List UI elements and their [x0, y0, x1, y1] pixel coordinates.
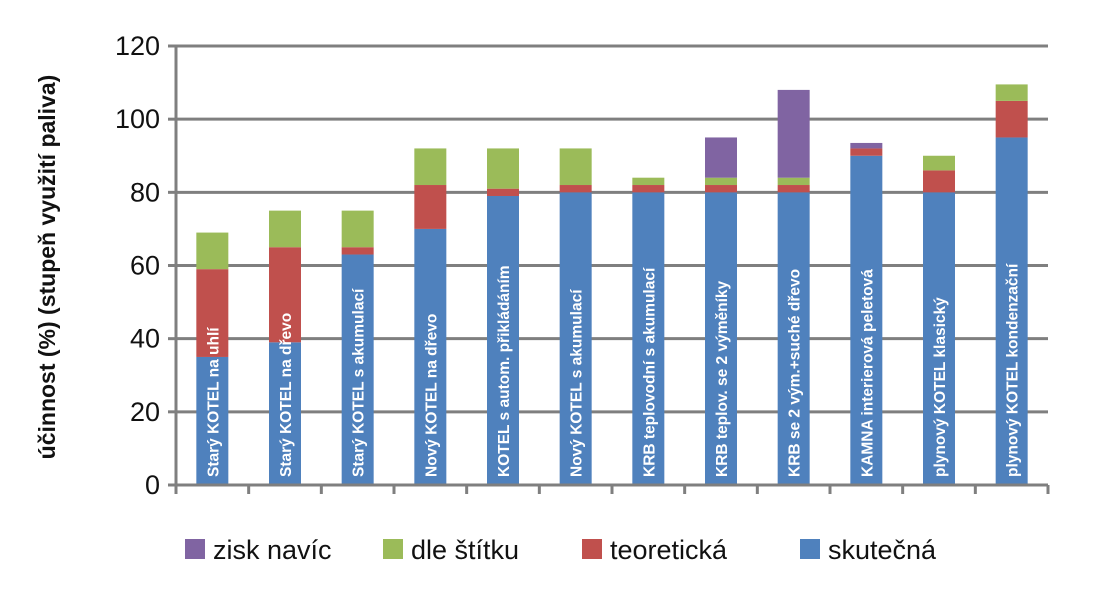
bar-segment — [414, 228, 447, 485]
bar-segment — [705, 192, 737, 486]
bar-segment — [923, 192, 955, 486]
bar-segment — [269, 247, 301, 343]
bar-segment — [414, 148, 447, 186]
category-label: Starý KOTEL na uhlí — [205, 327, 222, 477]
bar-segment — [487, 188, 519, 196]
bar-segment — [487, 148, 519, 189]
bar-segment — [777, 177, 810, 186]
legend-label: dle štítku — [411, 535, 519, 565]
bar-segment — [341, 254, 374, 485]
legend-swatch — [800, 539, 820, 559]
category-label: Starý KOTEL s akumulací — [351, 288, 368, 477]
category-label: KRB teplovodní s akumulací — [641, 267, 658, 477]
legend-swatch — [582, 539, 602, 559]
bar-segment — [196, 269, 229, 357]
bar-segment — [705, 137, 737, 178]
bar-segment — [777, 185, 810, 193]
y-tick-label: 100 — [115, 104, 160, 134]
bar-segment — [559, 192, 592, 486]
legend-swatch — [383, 539, 403, 559]
bar-segment — [196, 356, 229, 485]
bar-segment — [632, 177, 665, 186]
bar-segment — [487, 195, 519, 485]
category-label: plynový KOTEL kondenzační — [1005, 263, 1022, 477]
bar-segment — [777, 89, 810, 178]
bar-segment — [923, 170, 955, 193]
y-tick-labels: 0 20 40 60 80 100 120 — [115, 31, 160, 500]
y-tick-label: 0 — [145, 470, 160, 500]
y-axis-label: účinnost (%) (stupeň využití paliva) — [34, 75, 60, 460]
bar-segment — [995, 100, 1028, 138]
bars — [196, 84, 1028, 486]
legend-swatch — [185, 539, 205, 559]
bar-segment — [850, 155, 883, 485]
legend-label: skutečná — [828, 535, 937, 565]
bar-segment — [995, 137, 1028, 486]
bar-segment — [705, 185, 737, 193]
legend-label: zisk navíc — [213, 535, 332, 565]
bar-segment — [196, 232, 229, 270]
y-tick-label: 20 — [130, 397, 160, 427]
y-tick-label: 60 — [130, 251, 160, 281]
bar-segment — [850, 142, 883, 149]
bar-segment — [995, 84, 1028, 101]
y-tick-label: 120 — [115, 31, 160, 61]
bar-segment — [269, 342, 301, 485]
bar-labels: Starý KOTEL na uhlí Starý KOTEL na dřevo S… — [205, 263, 1021, 477]
bar-segment — [705, 177, 737, 186]
bar-segment — [559, 148, 592, 186]
category-label: Nový KOTEL na dřevo — [423, 314, 440, 477]
category-label: KOTEL s autom. přikládáním — [496, 265, 513, 477]
y-tick-label: 80 — [130, 177, 160, 207]
bar-segment — [269, 210, 301, 248]
category-label: Starý KOTEL na dřevo — [278, 313, 295, 477]
category-label: Nový KOTEL s akumulací — [569, 289, 586, 477]
bar-segment — [414, 185, 447, 229]
bar-segment — [559, 185, 592, 193]
bar-segment — [777, 192, 810, 486]
gridlines — [176, 44, 1048, 414]
bar-segment — [632, 192, 665, 486]
bar-segment — [341, 210, 374, 248]
category-label: KAMNA interierová peletová — [859, 269, 876, 477]
legend: zisk navíc dle štítku teoretická skutečná — [185, 535, 937, 565]
category-label: plynový KOTEL klasický — [932, 297, 949, 477]
bar-segment — [850, 148, 883, 156]
bar-segment — [341, 247, 374, 255]
bar-segment — [632, 185, 665, 193]
y-tick-label: 40 — [130, 324, 160, 354]
bar-segment — [923, 155, 955, 171]
axes — [168, 44, 1050, 494]
category-label: KRB teplov. se 2 výměníky — [714, 280, 731, 477]
legend-label: teoretická — [610, 535, 728, 565]
category-label: KRB se 2 vým.+suché dřevo — [787, 269, 804, 477]
